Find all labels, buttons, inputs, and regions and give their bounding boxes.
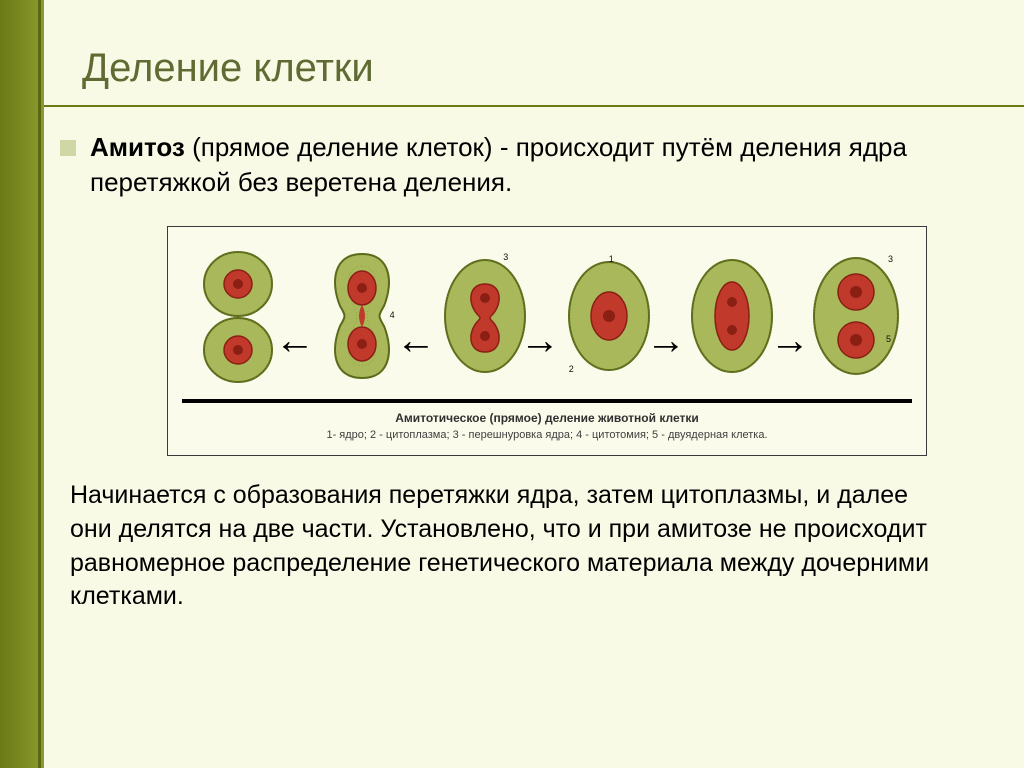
paragraph-1-lead: Амитоз (90, 132, 185, 162)
label-4: 4 (390, 310, 395, 320)
label-3: 3 (503, 252, 508, 262)
amitosis-figure: 4 3 (167, 226, 927, 456)
figure-caption-title: Амитотическое (прямое) деление животной … (168, 411, 926, 425)
bullet-paragraph: Амитоз (прямое деление клеток) - происхо… (60, 130, 984, 200)
arrow-3: → (520, 319, 560, 364)
paragraph-1-text: (прямое деление клеток) - происходит пут… (90, 132, 907, 197)
cell-stage-divided (188, 246, 288, 386)
arrow-1: ← (275, 319, 315, 364)
paragraph-2: Начинается с образования перетяжки ядра,… (70, 479, 950, 614)
label-5b: 5 (886, 334, 891, 344)
label-5a: 3 (888, 254, 893, 264)
label-1: 1 (609, 254, 614, 264)
figure-caption-legend: 1- ядро; 2 - цитоплазма; 3 - перешнуровк… (168, 429, 926, 441)
figure-baseline (182, 399, 912, 403)
arrow-4: → (646, 319, 686, 364)
title-bar: Деление клетки (44, 36, 1024, 107)
cell-stage-elongated (682, 246, 782, 386)
arrow-2: ← (396, 319, 436, 364)
paragraph-1: Амитоз (прямое деление клеток) - происхо… (90, 130, 984, 200)
cell-stage-nucleus-pinch: 3 (435, 246, 535, 386)
content-area: Амитоз (прямое деление клеток) - происхо… (60, 130, 984, 614)
cell-stage-cytotomy: 4 (312, 246, 412, 386)
bullet-icon (60, 140, 76, 156)
cell-stage-start: 1 2 (559, 246, 659, 386)
figure-container: 4 3 (110, 226, 984, 461)
slide-title: Деление клетки (44, 36, 1024, 105)
cells-row: 4 3 (188, 241, 906, 391)
arrow-5: → (770, 319, 810, 364)
left-accent-line (38, 0, 41, 768)
label-2: 2 (569, 364, 574, 374)
cell-stage-binucleate: 3 5 (806, 246, 906, 386)
